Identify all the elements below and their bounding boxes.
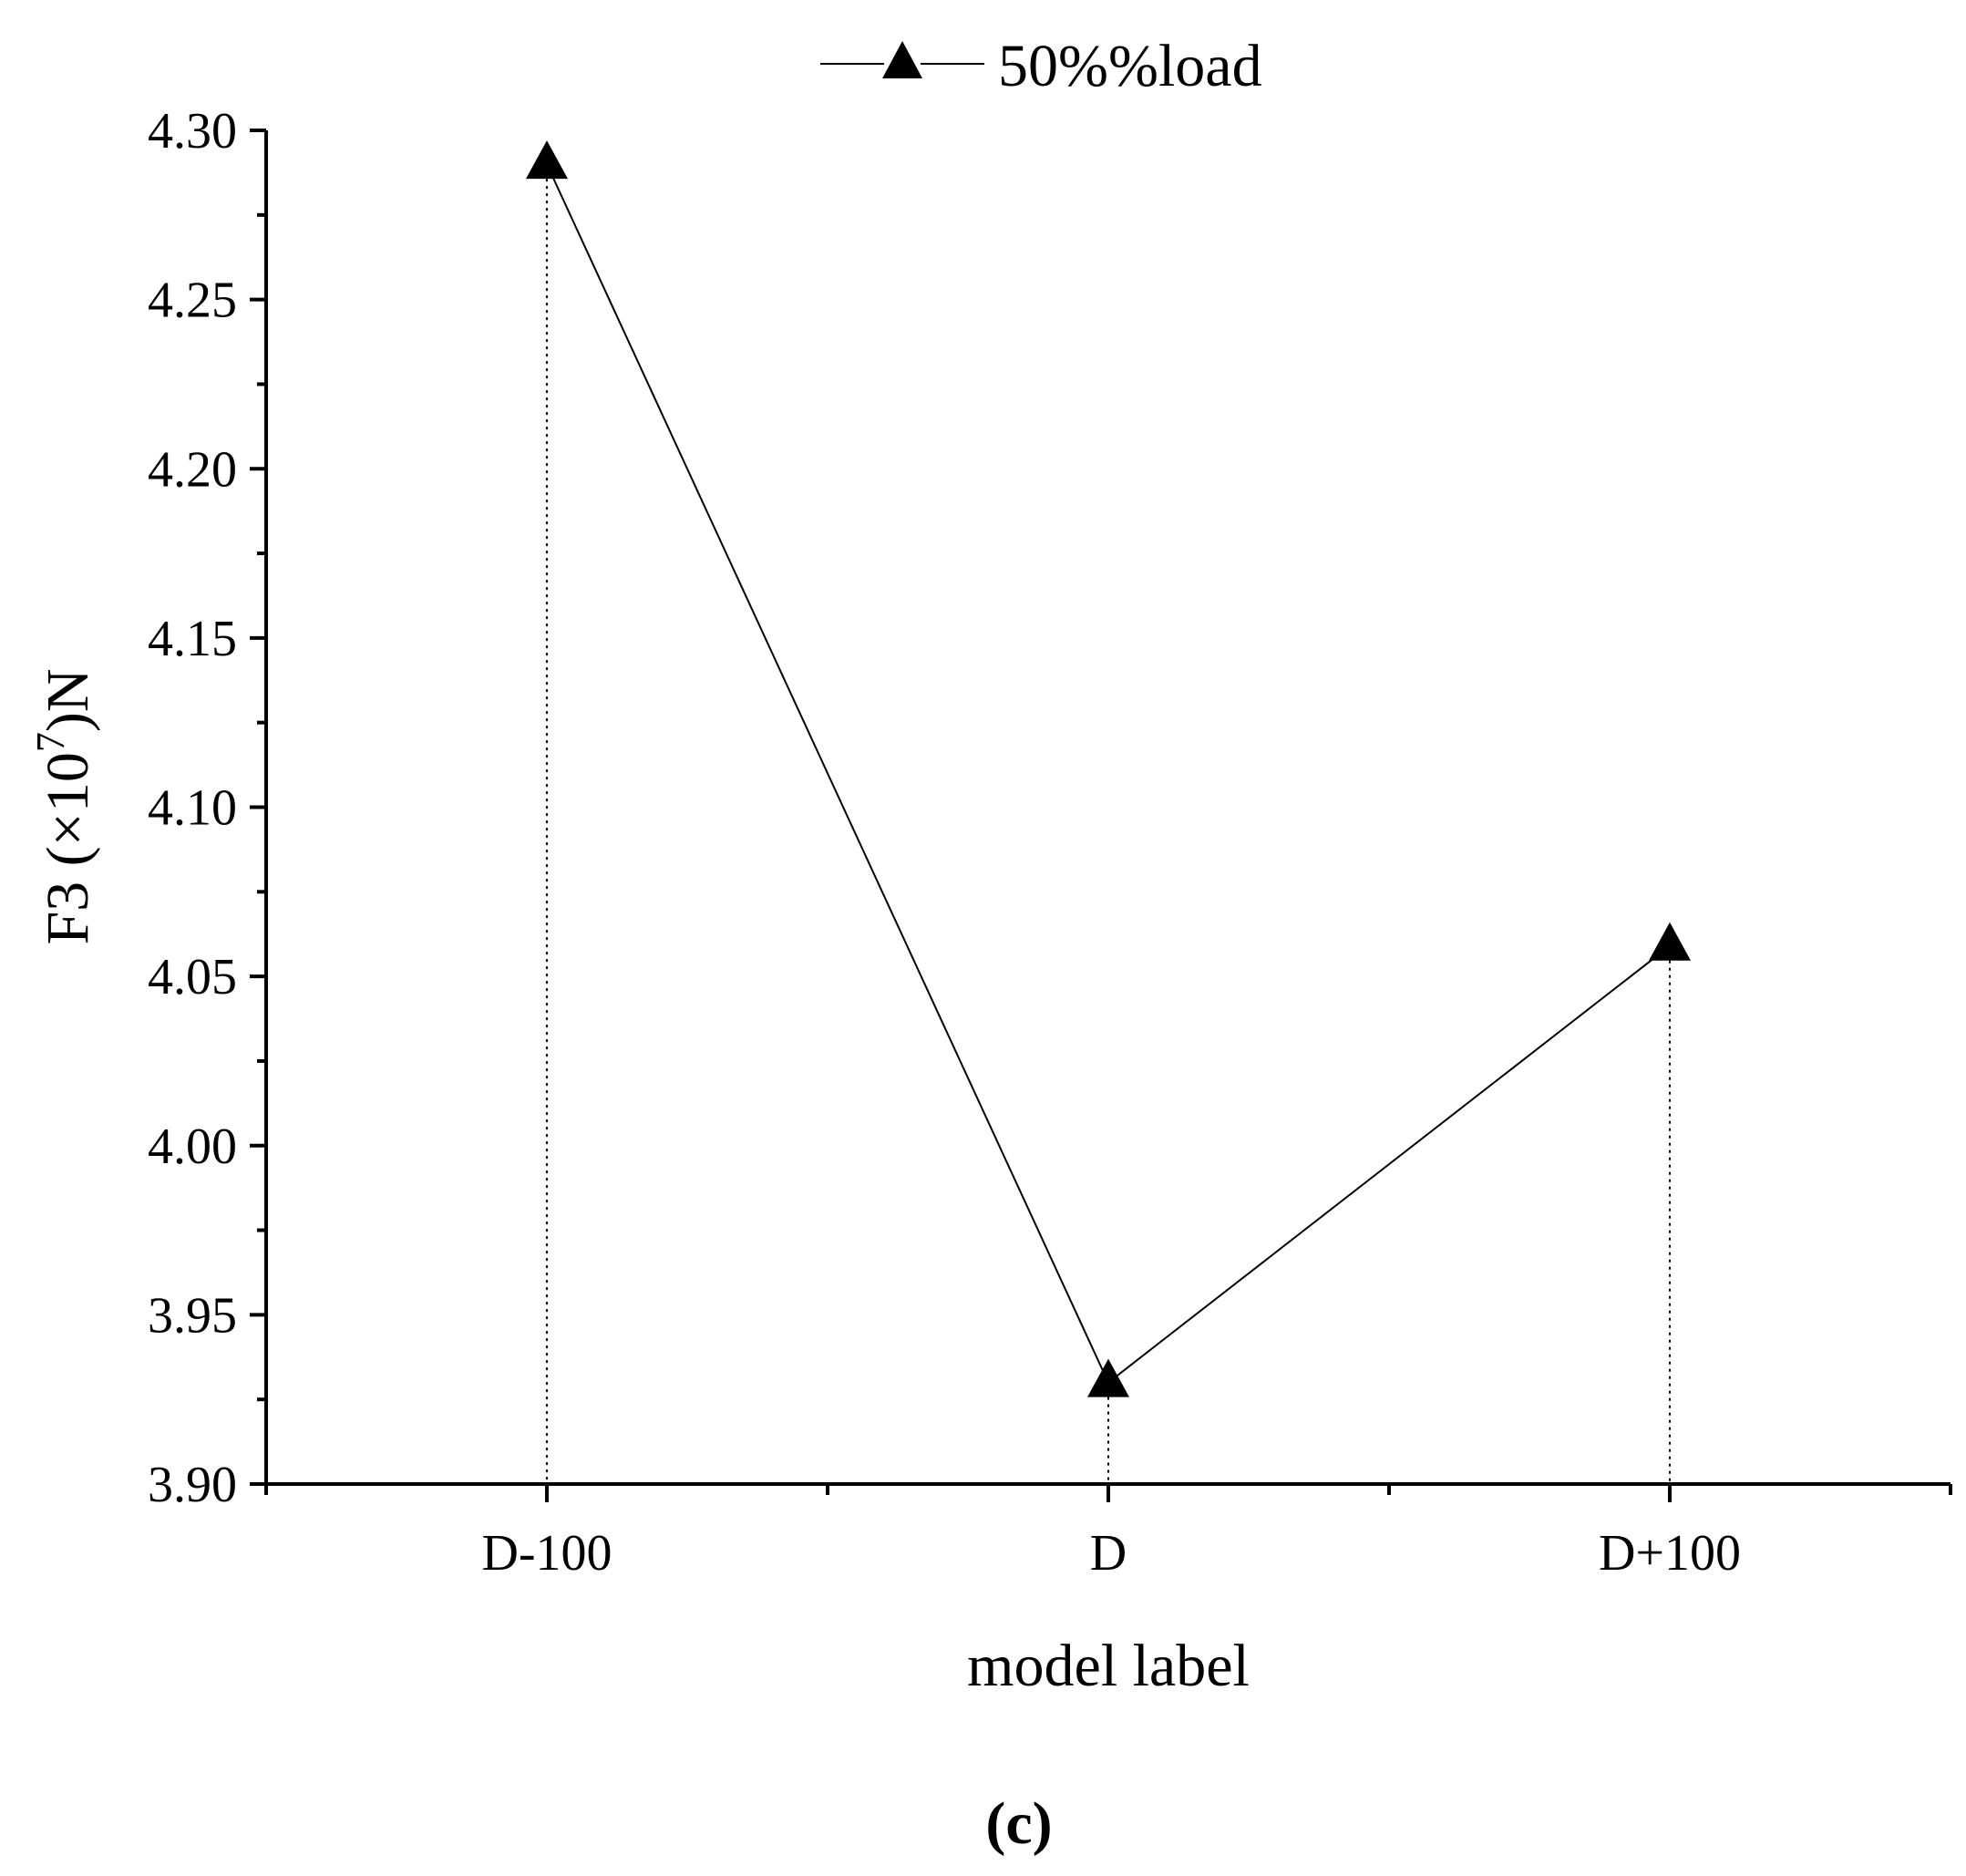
legend-label: 50%%load <box>998 33 1262 99</box>
y-tick-label: 3.90 <box>148 1457 237 1513</box>
x-tick-label: D-100 <box>481 1525 612 1582</box>
y-axis-title-prefix: F3 (×10 <box>35 752 101 944</box>
y-tick-label: 4.15 <box>148 611 237 667</box>
y-axis-title: F3 (×107)N <box>28 668 101 944</box>
y-tick-label: 4.00 <box>148 1118 237 1175</box>
series-polyline <box>546 163 1671 1385</box>
y-tick-label: 4.25 <box>148 273 237 329</box>
data-point-triangle <box>1087 1358 1129 1397</box>
x-tick-label: D <box>1090 1525 1127 1582</box>
drop-lines <box>546 164 1671 1484</box>
y-tick-label: 4.30 <box>148 103 237 160</box>
legend-triangle-icon <box>882 41 922 78</box>
x-tick-label: D+100 <box>1599 1525 1741 1582</box>
data-point-triangle <box>1649 922 1691 961</box>
y-axis-title-superscript: 7 <box>28 732 73 752</box>
data-point-triangle <box>526 140 568 180</box>
y-ticks: 3.90 3.95 4.00 4.05 4.10 4.15 4.20 4.25 4.30 <box>148 103 266 1513</box>
y-tick-label: 3.95 <box>148 1287 237 1344</box>
y-tick-label: 4.10 <box>148 780 237 837</box>
panel-label: (c) <box>985 1790 1052 1857</box>
panel-label-open: ( <box>985 1790 1005 1857</box>
legend: 50%%load <box>820 33 1262 99</box>
y-tick-label: 4.05 <box>148 949 237 1005</box>
y-axis-title-suffix: )N <box>35 668 101 732</box>
axes <box>264 130 1951 1486</box>
panel-label-close: ) <box>1033 1790 1053 1857</box>
data-markers <box>526 140 1691 1397</box>
x-axis-title: model label <box>967 1633 1250 1699</box>
x-ticks: D-100 D D+100 <box>264 1484 1952 1582</box>
panel-label-letter: c <box>1005 1790 1032 1857</box>
y-tick-label: 4.20 <box>148 441 237 498</box>
series-line <box>546 163 1671 1385</box>
